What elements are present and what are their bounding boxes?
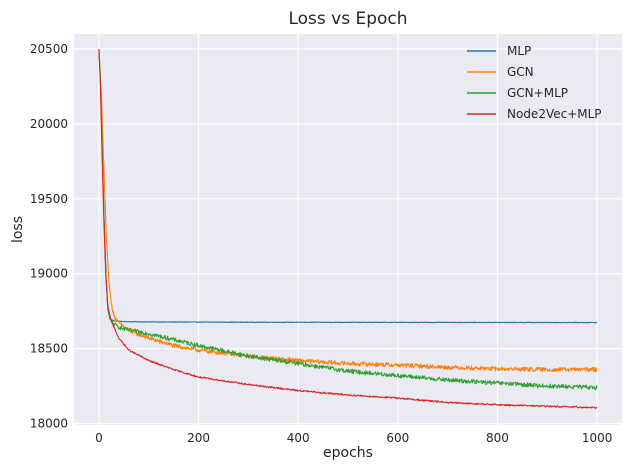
x-axis-label: epochs: [323, 445, 373, 461]
y-axis-label: loss: [10, 216, 26, 243]
series-line-node2vec-mlp: [98, 48, 598, 409]
legend-label: MLP: [507, 44, 531, 58]
chart-title: Loss vs Epoch: [288, 9, 407, 29]
x-tick-label: 600: [386, 431, 409, 445]
y-tick-label: 19000: [30, 267, 68, 281]
series-line-gcn: [98, 51, 598, 373]
series-line-mlp: [98, 48, 598, 324]
legend-label: GCN: [507, 65, 534, 79]
grid-lines: [74, 34, 622, 425]
x-tick-label: 400: [287, 431, 310, 445]
x-tick-label: 0: [95, 431, 103, 445]
tick-labels: 0 200 400 600 800 1000 18000 18500 19000 19500 200…: [30, 42, 613, 445]
plot-area: [74, 34, 622, 425]
legend-label: GCN+MLP: [507, 86, 568, 100]
y-tick-label: 20000: [30, 117, 68, 131]
y-tick-label: 20500: [30, 42, 68, 56]
legend-label: Node2Vec+MLP: [507, 107, 602, 121]
y-tick-label: 18000: [30, 417, 68, 431]
x-tick-label: 1000: [582, 431, 613, 445]
series-lines: [98, 48, 598, 409]
legend: MLP GCN GCN+MLP Node2Vec+MLP: [467, 44, 602, 121]
series-line-gcn-mlp: [98, 48, 598, 391]
y-tick-label: 18500: [30, 342, 68, 356]
x-tick-label: 800: [486, 431, 509, 445]
y-tick-label: 19500: [30, 192, 68, 206]
x-tick-label: 200: [187, 431, 210, 445]
